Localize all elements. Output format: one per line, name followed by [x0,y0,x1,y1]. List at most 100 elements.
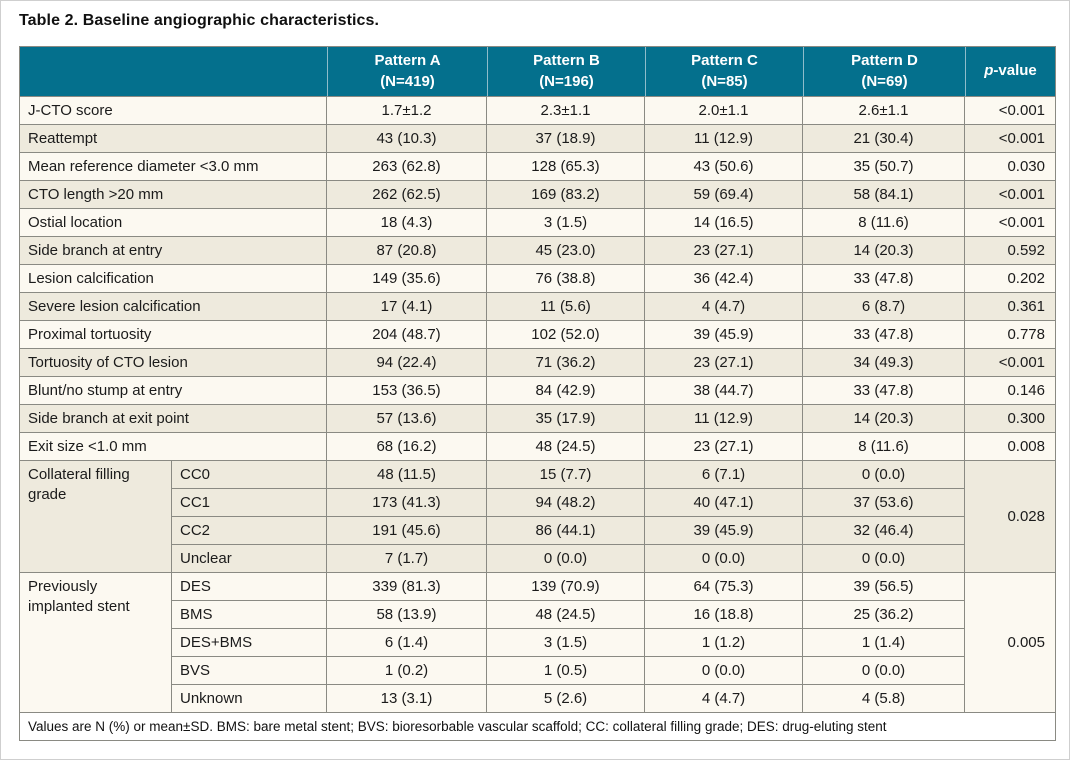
p-value-cell: 0.008 [965,433,1055,461]
value-cell: 11 (5.6) [487,293,645,321]
col-header-name: Pattern A [374,52,441,70]
value-cell: 16 (18.8) [645,601,803,629]
value-cell: 84 (42.9) [487,377,645,405]
value-cell: 4 (4.7) [645,293,803,321]
value-cell: 17 (4.1) [327,293,487,321]
value-cell: 48 (24.5) [487,601,645,629]
sub-row-label: CC1 [172,489,327,517]
table-body: J-CTO score 1.7±1.2 2.3±1.1 2.0±1.1 2.6±1.1 <… [20,97,1055,713]
value-cell: 6 (7.1) [645,461,803,489]
sub-row-label: BVS [172,657,327,685]
value-cell: 68 (16.2) [327,433,487,461]
group-label: Collateral filling grade [20,461,172,573]
value-cell: 153 (36.5) [327,377,487,405]
value-cell: 0 (0.0) [645,657,803,685]
sub-row-label: CC0 [172,461,327,489]
value-cell: 35 (50.7) [803,153,965,181]
value-cell: 8 (11.6) [803,209,965,237]
value-cell: 39 (45.9) [645,517,803,545]
row-label: Reattempt [20,125,327,153]
value-cell: 94 (22.4) [327,349,487,377]
sub-row-label: BMS [172,601,327,629]
table-row: Collateral filling grade CC0 48 (11.5) 15 (… [20,461,1055,573]
value-cell: 39 (56.5) [803,573,965,601]
p-value-cell: <0.001 [965,181,1055,209]
value-cell: 0 (0.0) [487,545,645,573]
value-cell: 204 (48.7) [327,321,487,349]
sub-row-label: CC2 [172,517,327,545]
value-cell: 13 (3.1) [327,685,487,713]
p-value-cell: 0.202 [965,265,1055,293]
p-value-cell: 0.300 [965,405,1055,433]
value-cell: 2.0±1.1 [645,97,803,125]
value-cell: 71 (36.2) [487,349,645,377]
value-cell: 33 (47.8) [803,321,965,349]
p-value-cell: <0.001 [965,125,1055,153]
value-cell: 39 (45.9) [645,321,803,349]
value-cell: 59 (69.4) [645,181,803,209]
value-cell: 40 (47.1) [645,489,803,517]
table-row: DES+BMS 6 (1.4) 3 (1.5) 1 (1.2) 1 (1.4) [20,629,1055,657]
value-cell: 38 (44.7) [645,377,803,405]
value-cell: 21 (30.4) [803,125,965,153]
value-cell: 5 (2.6) [487,685,645,713]
value-cell: 102 (52.0) [487,321,645,349]
table-row: CTO length >20 mm 262 (62.5) 169 (83.2) 59 … [20,181,1055,209]
value-cell: 33 (47.8) [803,377,965,405]
value-cell: 0 (0.0) [803,545,965,573]
sub-row-label: DES [172,573,327,601]
sub-row-label: Unknown [172,685,327,713]
table-row: Reattempt 43 (10.3) 37 (18.9) 11 (12.9) 21 (… [20,125,1055,153]
table-footnote: Values are N (%) or mean±SD. BMS: bare m… [20,713,1055,740]
table-row: CC1 173 (41.3) 94 (48.2) 40 (47.1) 37 (53.6) [20,489,1055,517]
row-label: Severe lesion calcification [20,293,327,321]
p-value-cell: 0.005 [965,573,1055,713]
baseline-angiographic-table: Pattern A (N=419) Pattern B (N=196) Patt… [19,46,1056,741]
col-header-name: Pattern D [851,52,918,70]
row-label: Side branch at exit point [20,405,327,433]
value-cell: 37 (53.6) [803,489,965,517]
row-label: CTO length >20 mm [20,181,327,209]
value-cell: 35 (17.9) [487,405,645,433]
p-value-cell: 0.146 [965,377,1055,405]
value-cell: 1 (1.2) [645,629,803,657]
table-footer: Values are N (%) or mean±SD. BMS: bare m… [20,713,1055,740]
value-cell: 4 (4.7) [645,685,803,713]
p-value-cell: <0.001 [965,97,1055,125]
value-cell: 262 (62.5) [327,181,487,209]
table-row: Lesion calcification 149 (35.6) 76 (38.8) 3… [20,265,1055,293]
p-italic: p [984,62,994,80]
row-label: Proximal tortuosity [20,321,327,349]
table-row: J-CTO score 1.7±1.2 2.3±1.1 2.0±1.1 2.6±1.1 <… [20,97,1055,125]
p-value-cell: <0.001 [965,349,1055,377]
col-header-n: (N=85) [701,72,748,90]
value-cell: 18 (4.3) [327,209,487,237]
value-cell: 23 (27.1) [645,237,803,265]
p-value-cell: 0.030 [965,153,1055,181]
value-cell: 3 (1.5) [487,629,645,657]
row-label: Mean reference diameter <3.0 mm [20,153,327,181]
value-cell: 3 (1.5) [487,209,645,237]
value-cell: 48 (11.5) [327,461,487,489]
table-title: Table 2. Baseline angiographic character… [19,12,380,29]
value-cell: 0 (0.0) [645,545,803,573]
col-header-p-value: p-value [965,47,1055,97]
table-row: Severe lesion calcification 17 (4.1) 11 (5… [20,293,1055,321]
value-cell: 94 (48.2) [487,489,645,517]
row-label: Blunt/no stump at entry [20,377,327,405]
value-cell: 87 (20.8) [327,237,487,265]
col-header-pattern-d: Pattern D (N=69) [803,47,965,97]
table-header: Pattern A (N=419) Pattern B (N=196) Patt… [20,47,1055,97]
value-cell: 58 (84.1) [803,181,965,209]
table-row: BMS 58 (13.9) 48 (24.5) 16 (18.8) 25 (36.2) [20,601,1055,629]
value-cell: 14 (20.3) [803,405,965,433]
p-value-cell: 0.592 [965,237,1055,265]
value-cell: 191 (45.6) [327,517,487,545]
value-cell: 339 (81.3) [327,573,487,601]
col-header-name: Pattern C [691,52,758,70]
value-cell: 11 (12.9) [645,405,803,433]
row-label: Side branch at entry [20,237,327,265]
value-cell: 14 (20.3) [803,237,965,265]
value-cell: 6 (8.7) [803,293,965,321]
